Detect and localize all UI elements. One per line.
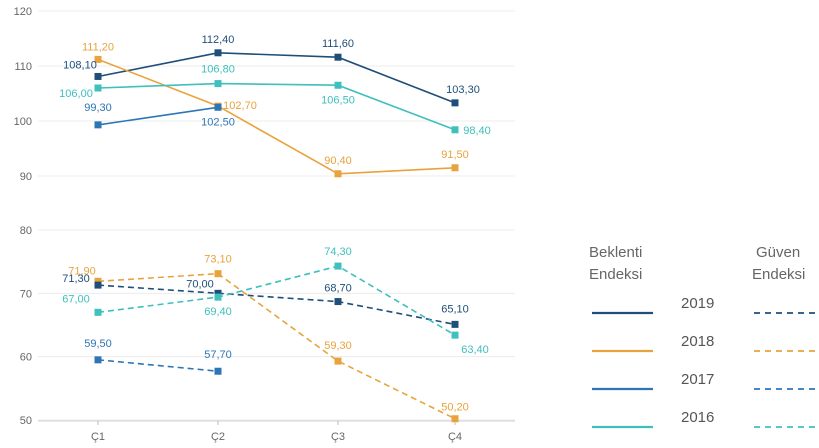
marker-2017-guven (451, 320, 459, 328)
x-axis-ticks: Ç1 Ç2 Ç3 Ç4 (91, 421, 462, 443)
legend-solid-header-line1: Beklenti (589, 244, 642, 261)
marker-2016-beklenti (214, 80, 222, 88)
series-line-2018-beklenti (97, 58, 456, 175)
series-line-2017-beklenti (97, 106, 219, 126)
data-label-2018-beklenti: 90,40 (324, 155, 352, 167)
data-label-2018-beklenti: 102,70 (223, 100, 257, 112)
series-line-2019-beklenti (97, 51, 456, 104)
data-label-2019-beklenti: 112,40 (202, 34, 235, 46)
data-label-2019-guven: 57,70 (204, 349, 232, 361)
data-label-2016-beklenti: 106,80 (201, 64, 235, 76)
legend-year-2018: 2018 (681, 333, 714, 350)
marker-2017-beklenti (214, 103, 222, 111)
marker-2019-beklenti (94, 72, 102, 80)
marker-2017-beklenti (94, 121, 102, 129)
marker-2019-beklenti (334, 53, 342, 61)
marker-2017-guven (94, 281, 102, 289)
x-tick-label: Ç2 (211, 431, 225, 443)
legend-rows: 2019 2018 2017 2016 (592, 295, 818, 429)
data-label-2018-beklenti: 111,20 (82, 41, 114, 53)
x-tick-label: Ç3 (331, 431, 345, 443)
y-tick-label: 50 (20, 415, 32, 427)
legend-year-2017: 2017 (681, 371, 714, 388)
y-tick-label: 90 (20, 171, 32, 183)
marker-2018-guven (334, 357, 342, 365)
data-label-2017-beklenti: 102,50 (201, 116, 235, 128)
y-tick-label: 60 (20, 352, 32, 364)
legend-dashed-header-line2: Endeksi (752, 266, 805, 283)
marker-2019-guven (214, 367, 222, 375)
marker-2018-guven (451, 415, 459, 423)
data-label-2019-beklenti: 108,10 (63, 59, 97, 71)
data-label-2018-guven: 50,20 (441, 402, 469, 414)
marker-2018-guven (214, 270, 222, 278)
marker-2019-guven (94, 356, 102, 364)
marker-2017-guven (214, 289, 222, 297)
data-label-2016-guven: 74,30 (324, 246, 352, 258)
data-labels: 108,10 112,40 111,60 103,30 111,20 102,70 90,4… (59, 34, 491, 414)
marker-2018-beklenti (334, 170, 342, 178)
data-label-2016-beklenti: 98,40 (463, 125, 491, 137)
data-label-2017-beklenti: 99,30 (84, 102, 112, 114)
grid-lines (38, 10, 515, 422)
series-line-2016-guven (97, 265, 456, 336)
y-tick-label: 100 (14, 116, 32, 128)
series-line-2019-guven (97, 359, 219, 372)
y-tick-label: 110 (14, 61, 32, 73)
legend-year-2016: 2016 (681, 409, 714, 426)
y-tick-label: 70 (20, 288, 32, 300)
legend: Beklenti Endeksi Güven Endeksi 201920182… (589, 244, 818, 429)
marker-2019-beklenti (214, 49, 222, 57)
data-label-2019-beklenti: 111,60 (322, 38, 354, 50)
data-label-2018-guven: 59,30 (324, 340, 352, 352)
marker-2016-guven (94, 308, 102, 316)
y-tick-label: 120 (14, 6, 32, 18)
data-label-2017-guven: 65,10 (441, 303, 469, 315)
series-line-2018-guven (97, 272, 456, 420)
data-label-2019-guven: 59,50 (84, 338, 112, 350)
marker-2018-guven (94, 277, 102, 285)
series-markers (94, 49, 459, 423)
data-label-2016-guven: 69,40 (204, 306, 232, 318)
marker-2016-guven (451, 331, 459, 339)
series-line-2017-guven (97, 284, 456, 326)
marker-2016-guven (334, 262, 342, 270)
data-label-2018-guven: 73,10 (204, 254, 232, 266)
y-axis-ticks: 120 110 100 90 80 70 60 50 (14, 6, 32, 427)
data-label-2019-beklenti: 103,30 (446, 84, 480, 96)
marker-2018-beklenti (94, 55, 102, 63)
x-tick-label: Ç1 (91, 431, 105, 443)
data-label-2017-guven: 68,70 (324, 283, 352, 295)
marker-2018-beklenti (451, 164, 459, 172)
marker-2016-guven (214, 293, 222, 301)
marker-2016-beklenti (451, 126, 459, 134)
data-label-2016-beklenti: 106,50 (321, 94, 355, 106)
legend-solid-header-line2: Endeksi (589, 266, 642, 283)
legend-dashed-header-line1: Güven (756, 244, 800, 261)
marker-2017-guven (334, 298, 342, 306)
x-tick-label: Ç4 (448, 431, 462, 443)
data-label-2016-guven: 63,40 (461, 344, 489, 356)
marker-2019-beklenti (451, 99, 459, 107)
marker-2016-beklenti (334, 81, 342, 89)
data-label-2018-guven: 71,90 (68, 265, 96, 277)
y-tick-label: 80 (20, 225, 32, 237)
data-label-2017-guven: 70,00 (186, 278, 214, 290)
legend-year-2019: 2019 (681, 295, 714, 312)
data-label-2016-beklenti: 106,00 (59, 88, 93, 100)
data-label-2018-beklenti: 91,50 (441, 149, 469, 161)
marker-2016-beklenti (94, 84, 102, 92)
data-label-2017-guven: 71,30 (62, 273, 90, 285)
series-line-2016-beklenti (97, 82, 456, 131)
data-label-2016-guven: 67,00 (62, 293, 90, 305)
series-lines (97, 51, 456, 420)
